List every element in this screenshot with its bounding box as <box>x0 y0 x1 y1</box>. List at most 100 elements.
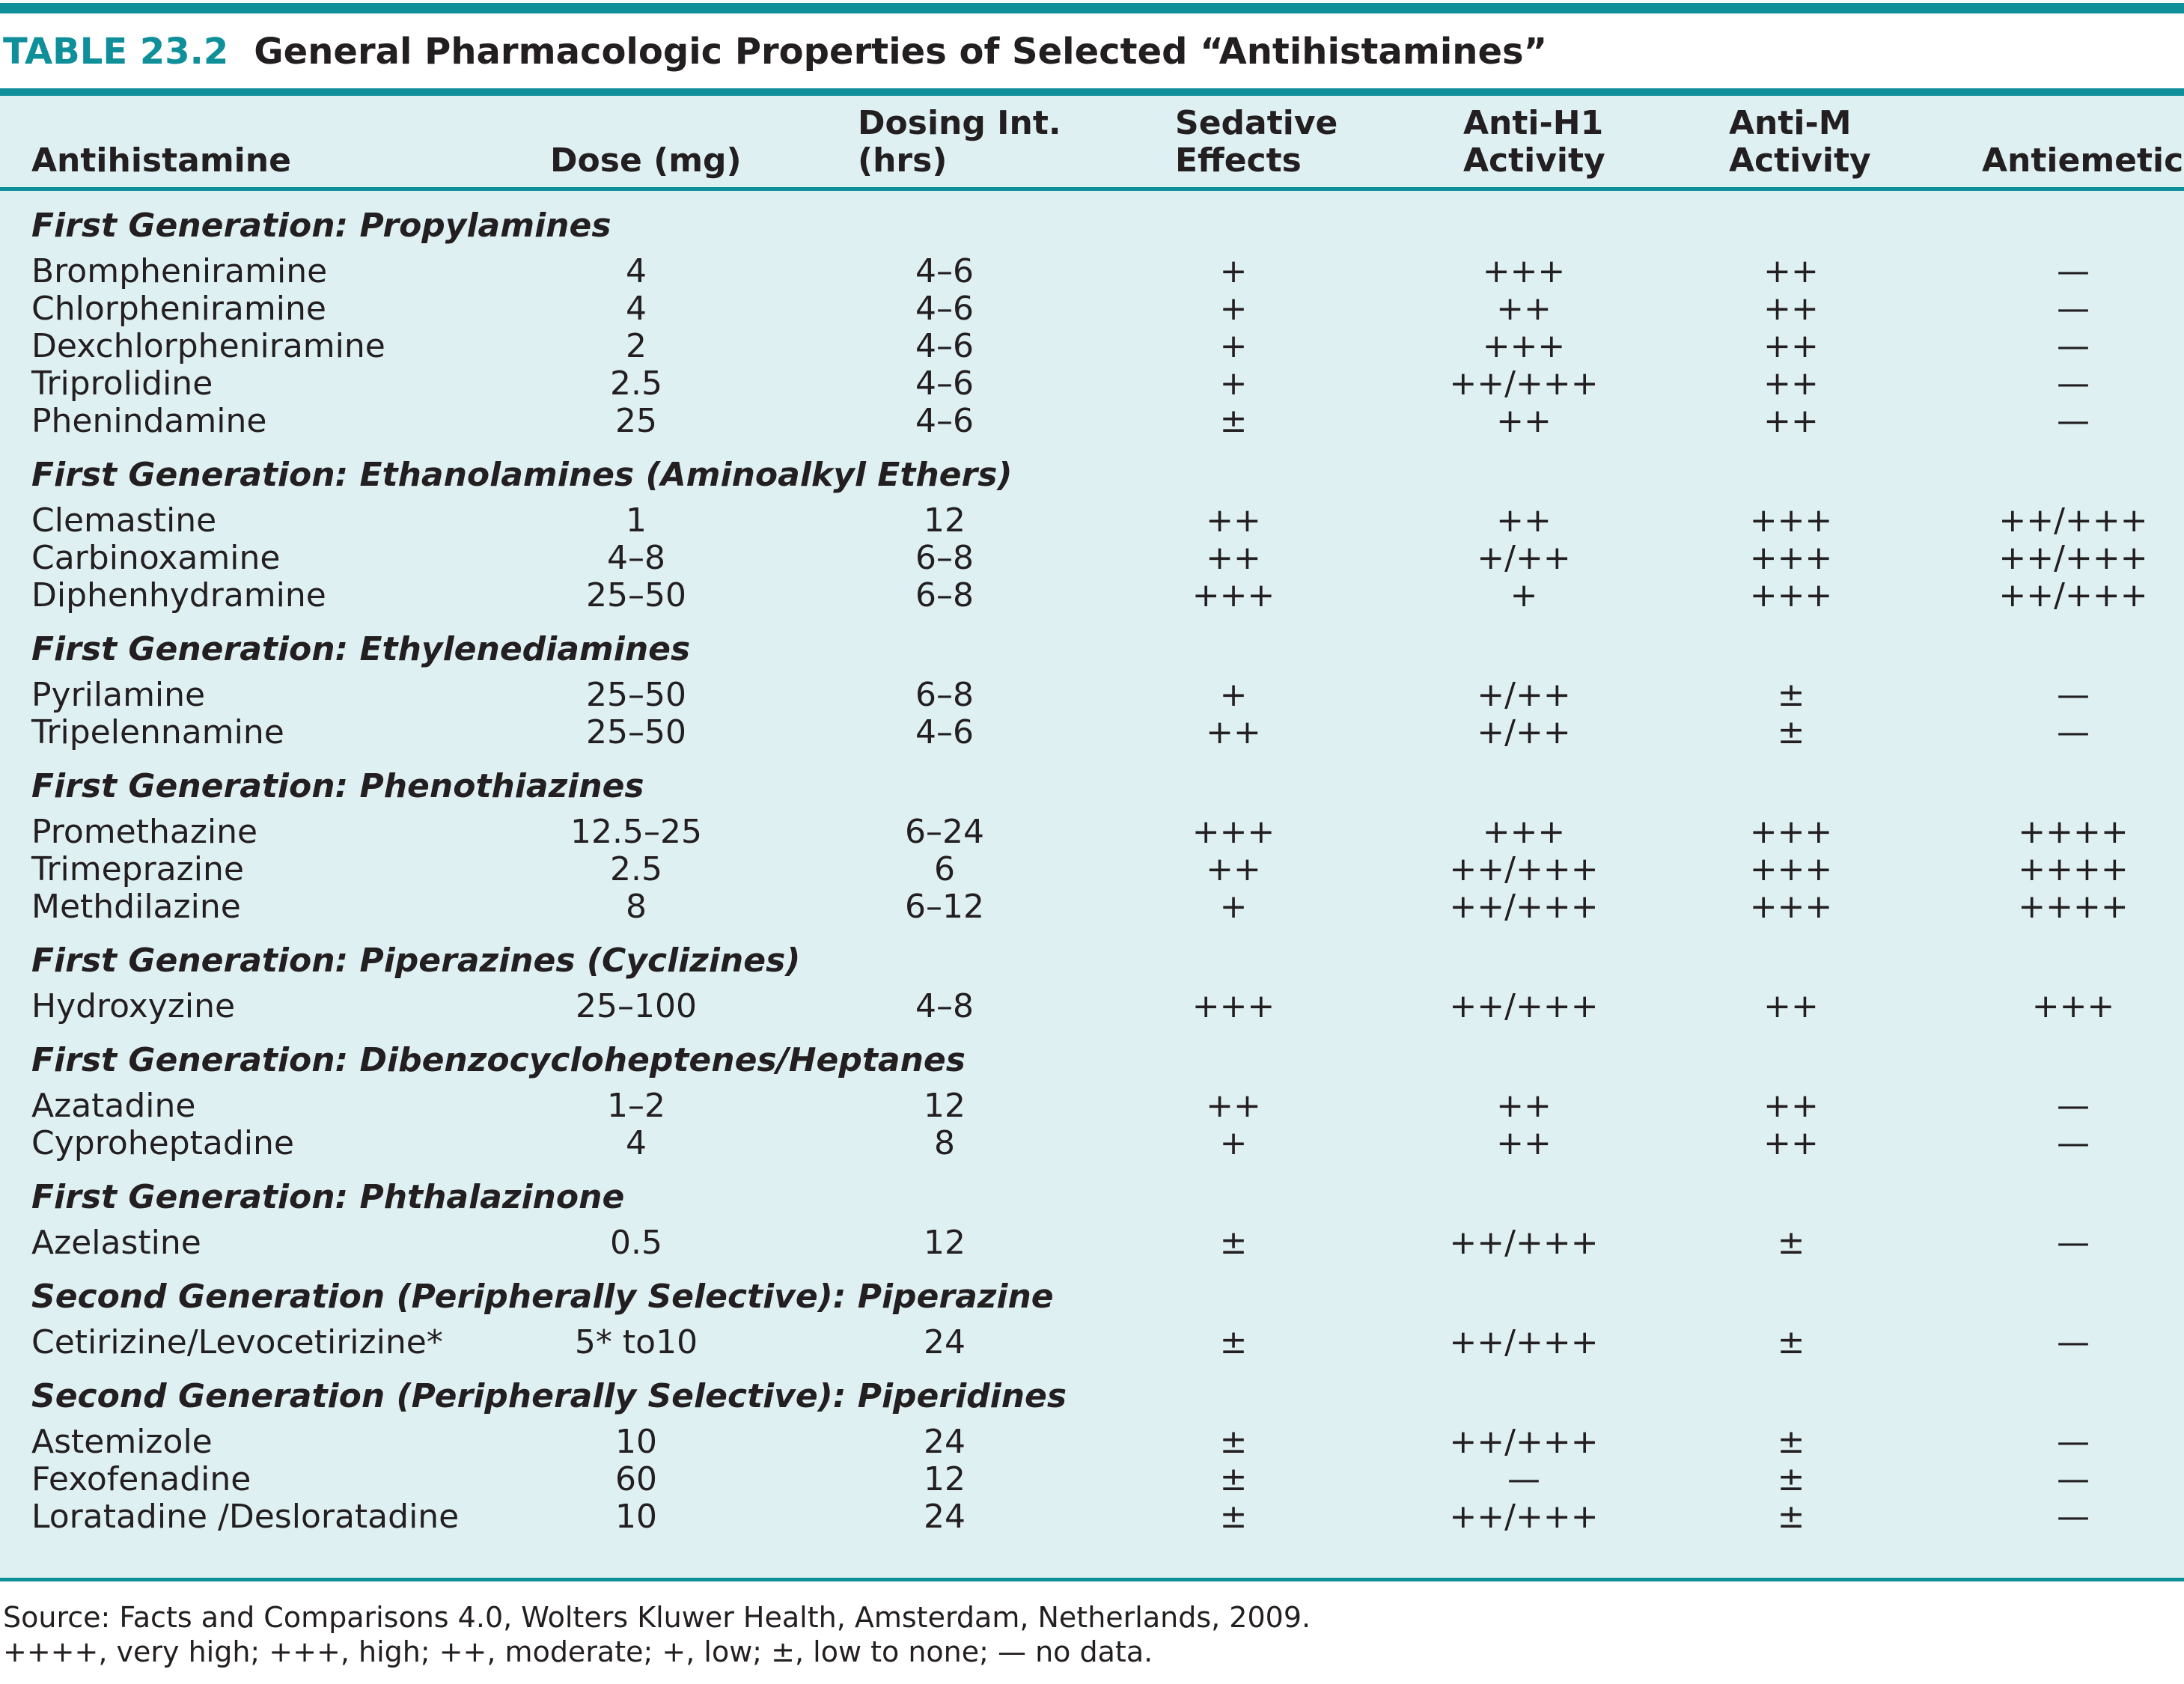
cell-dose: 0.5 <box>610 1224 662 1262</box>
cell-antiemetic: — <box>2057 1124 2090 1162</box>
table-row: Methdilazine 8 6–12 + ++/+++ +++ ++++ <box>0 888 2184 926</box>
cell-antiemetic: ++/+++ <box>1998 539 2148 577</box>
section-heading-text: First Generation: Ethylenediamines <box>31 630 691 668</box>
cell-anti-m-activity: ++ <box>1763 1124 1819 1162</box>
cell-antiemetic: — <box>2057 1087 2090 1125</box>
table-row: Azatadine 1–2 12 ++ ++ ++ — <box>0 1087 2184 1125</box>
title-rule <box>0 88 2184 96</box>
cell-dosing-interval: 4–6 <box>915 290 974 328</box>
table-row: Pyrilamine 25–50 6–8 + +/++ ± — <box>0 677 2184 714</box>
cell-dose: 4 <box>626 290 647 328</box>
cell-anti-m-activity: ++ <box>1763 252 1819 290</box>
section-heading: First Generation: Phenothiazines <box>0 764 2184 809</box>
table-row: Hydroxyzine 25–100 4–8 +++ ++/+++ ++ +++ <box>0 988 2184 1025</box>
cell-dosing-interval: 12 <box>924 1087 966 1125</box>
table-row: Chlorpheniramine 4 4–6 + ++ ++ — <box>0 290 2184 328</box>
cell-antihistamine: Carbinoxamine <box>31 539 281 577</box>
cell-dosing-interval: 6–8 <box>915 676 974 714</box>
table-row: Fexofenadine 60 12 ± — ± — <box>0 1461 2184 1498</box>
cell-sedative-effects: ++ <box>1206 850 1261 888</box>
cell-sedative-effects: + <box>1219 1124 1248 1162</box>
cell-dose: 25–50 <box>586 713 686 751</box>
cell-sedative-effects: ± <box>1219 1498 1248 1536</box>
cell-anti-h1-activity: ++ <box>1496 501 1552 540</box>
cell-antihistamine: Tripelennamine <box>31 713 284 751</box>
cell-anti-m-activity: ± <box>1777 1323 1805 1361</box>
cell-antiemetic: — <box>2057 1323 2090 1361</box>
cell-dose: 25–100 <box>576 987 697 1025</box>
cell-anti-h1-activity: +++ <box>1482 252 1566 290</box>
cell-sedative-effects: + <box>1219 676 1248 714</box>
cell-dosing-interval: 24 <box>924 1323 966 1361</box>
cell-anti-m-activity: ++ <box>1763 1087 1819 1125</box>
cell-anti-h1-activity: ++ <box>1496 402 1552 440</box>
cell-dose: 2 <box>626 327 647 365</box>
cell-anti-m-activity: ++ <box>1763 327 1819 365</box>
cell-sedative-effects: ± <box>1219 1423 1248 1461</box>
cell-dosing-interval: 12 <box>924 1460 966 1498</box>
cell-antiemetic: +++ <box>2031 987 2115 1025</box>
section-heading: First Generation: Propylamines <box>0 204 2184 248</box>
cell-anti-h1-activity: +++ <box>1482 813 1566 851</box>
cell-antihistamine: Brompheniramine <box>31 252 328 290</box>
table-row: Phenindamine 25 4–6 ± ++ ++ — <box>0 403 2184 440</box>
table-row: Cetirizine/Levocetirizine* 5* to10 24 ± ++/+… <box>0 1324 2184 1361</box>
cell-dose: 8 <box>626 888 647 926</box>
column-header-anti-m: Anti-M Activity <box>1729 105 1871 180</box>
cell-dose: 10 <box>615 1423 657 1461</box>
cell-dosing-interval: 4–6 <box>915 713 974 751</box>
table-row: Promethazine 12.5–25 6–24 +++ +++ +++ ++++ <box>0 814 2184 851</box>
cell-antiemetic: — <box>2057 1423 2090 1461</box>
cell-anti-h1-activity: ++ <box>1496 290 1552 328</box>
cell-anti-h1-activity: + <box>1510 576 1538 614</box>
table-row: Brompheniramine 4 4–6 + +++ ++ — <box>0 253 2184 290</box>
cell-antihistamine: Astemizole <box>31 1423 213 1461</box>
cell-antihistamine: Fexofenadine <box>31 1460 251 1498</box>
cell-anti-m-activity: ++ <box>1763 364 1819 403</box>
cell-sedative-effects: ++ <box>1206 501 1261 540</box>
cell-sedative-effects: ± <box>1219 1323 1248 1361</box>
cell-anti-m-activity: ± <box>1777 713 1805 751</box>
cell-anti-m-activity: ++ <box>1763 987 1819 1025</box>
column-header-dosing-interval-line2: (hrs) <box>858 141 948 180</box>
column-header-anti-h1: Anti-H1 Activity <box>1463 105 1605 180</box>
cell-sedative-effects: + <box>1219 888 1248 926</box>
cell-dosing-interval: 4–6 <box>915 252 974 290</box>
cell-anti-m-activity: +++ <box>1749 850 1833 888</box>
cell-anti-m-activity: +++ <box>1749 813 1833 851</box>
section-heading-text: First Generation: Phenothiazines <box>31 767 644 805</box>
section-heading: First Generation: Ethanolamines (Aminoal… <box>0 453 2184 498</box>
cell-anti-h1-activity: +/++ <box>1477 676 1571 714</box>
cell-dosing-interval: 8 <box>934 1124 955 1162</box>
cell-antihistamine: Azatadine <box>31 1087 196 1125</box>
cell-anti-h1-activity: ++/+++ <box>1449 987 1599 1025</box>
cell-antihistamine: Hydroxyzine <box>31 987 236 1025</box>
cell-dosing-interval: 6–8 <box>915 576 974 614</box>
cell-anti-m-activity: +++ <box>1749 501 1833 540</box>
cell-antiemetic: ++++ <box>2018 813 2129 851</box>
cell-dose: 2.5 <box>610 364 662 403</box>
table-row: Cyproheptadine 4 8 + ++ ++ — <box>0 1125 2184 1162</box>
cell-anti-h1-activity: ++ <box>1496 1087 1552 1125</box>
cell-sedative-effects: ± <box>1219 1460 1248 1498</box>
section-heading-text: First Generation: Piperazines (Cyclizine… <box>31 942 801 980</box>
cell-antiemetic: — <box>2057 1460 2090 1498</box>
cell-antiemetic: — <box>2057 402 2090 440</box>
cell-sedative-effects: ++ <box>1206 1087 1261 1125</box>
column-header-anti-m-line1: Anti-M <box>1729 104 1852 142</box>
cell-anti-h1-activity: +++ <box>1482 327 1566 365</box>
cell-anti-h1-activity: +/++ <box>1477 539 1571 577</box>
column-header-antiemetic: Antiemetic <box>1982 141 2184 180</box>
cell-anti-m-activity: ± <box>1777 1423 1805 1461</box>
section-heading-text: First Generation: Phthalazinone <box>31 1178 625 1216</box>
cell-sedative-effects: +++ <box>1192 813 1275 851</box>
cell-antiemetic: — <box>2057 364 2090 403</box>
table-row: Trimeprazine 2.5 6 ++ ++/+++ +++ ++++ <box>0 851 2184 888</box>
cell-dosing-interval: 6 <box>934 850 955 888</box>
cell-antihistamine: Cyproheptadine <box>31 1124 294 1162</box>
cell-dosing-interval: 4–6 <box>915 327 974 365</box>
cell-dosing-interval: 6–8 <box>915 539 974 577</box>
cell-antihistamine: Trimeprazine <box>31 850 244 888</box>
cell-antiemetic: — <box>2057 290 2090 328</box>
cell-dosing-interval: 24 <box>924 1423 966 1461</box>
